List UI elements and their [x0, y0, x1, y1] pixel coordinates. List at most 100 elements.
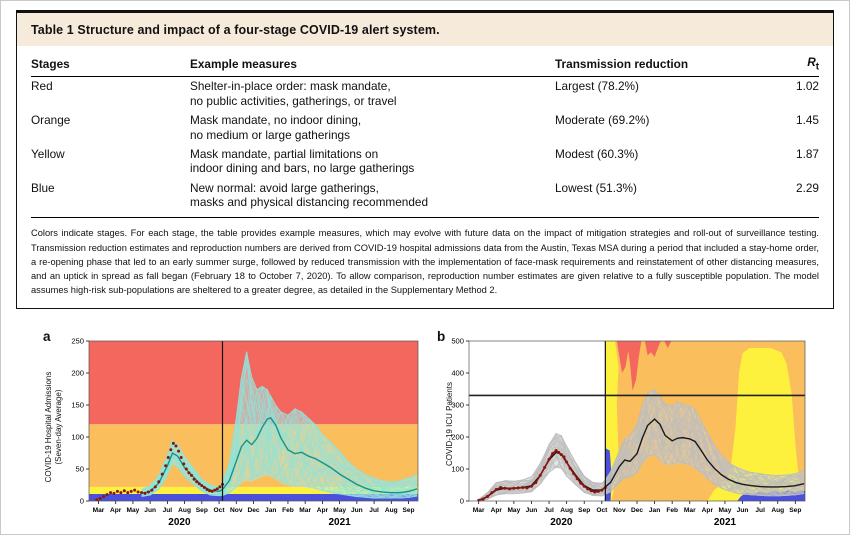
month-tick-label: Jan	[649, 507, 660, 514]
observed-dot	[112, 491, 116, 495]
stage-region-red	[644, 341, 661, 357]
month-tick-label: Sep	[402, 507, 414, 514]
projection-strand	[141, 431, 418, 499]
observed-dot	[582, 484, 586, 488]
month-tick-label: Nov	[230, 507, 243, 514]
observed-dot	[189, 473, 193, 477]
observed-dot	[187, 471, 191, 475]
observed-dot	[568, 466, 572, 470]
month-tick-label: Jun	[351, 507, 363, 514]
table-title-band: Table 1 Structure and impact of a four-s…	[17, 13, 833, 46]
y-tick-label: 300	[451, 401, 464, 410]
col-header-stages: Stages	[31, 55, 190, 78]
observed-dot	[551, 452, 555, 456]
observed-dot	[213, 488, 217, 492]
month-tick-label: Aug	[178, 507, 191, 514]
stage-name-cell: Orange	[31, 113, 71, 128]
measures-cell: Shelter-in-place order: mask mandate, no…	[190, 79, 397, 108]
year-label: 2021	[714, 517, 737, 528]
observed-dot	[177, 449, 181, 453]
observed-dot	[596, 489, 600, 493]
measures-cell: New normal: avoid large gatherings, mask…	[190, 180, 429, 210]
year-label: 2020	[168, 517, 191, 528]
observed-dot	[140, 491, 144, 495]
observed-dot	[485, 495, 489, 499]
month-tick-label: Apr	[702, 507, 714, 514]
month-tick-label: Oct	[214, 507, 226, 514]
observed-dot	[507, 487, 511, 491]
month-tick-label: Apr	[317, 507, 329, 514]
observed-dot	[150, 488, 154, 492]
y-tick-label: 250	[71, 337, 84, 346]
projection-strand	[141, 444, 418, 499]
observed-dot	[215, 487, 219, 491]
observed-dot	[210, 489, 214, 493]
month-tick-label: Aug	[560, 507, 573, 514]
observed-dot	[525, 486, 529, 490]
observed-dot	[129, 489, 133, 493]
stage-region-red	[664, 341, 672, 349]
y-tick-label: 0	[80, 497, 84, 506]
observed-dot	[538, 473, 542, 477]
observed-dot	[575, 477, 579, 481]
observed-dot	[200, 484, 204, 488]
observed-dot	[521, 486, 525, 490]
y-tick-label: 150	[71, 401, 84, 410]
year-label: 2021	[329, 517, 352, 528]
y-tick-label: 500	[451, 337, 464, 346]
month-tick-label: Sep	[196, 507, 208, 514]
observed-dot	[481, 497, 485, 501]
observed-dot	[600, 488, 604, 492]
observed-dot	[164, 464, 168, 468]
col-header-reduction: Transmission reduction	[555, 55, 754, 78]
month-tick-label: Mar	[299, 507, 311, 514]
plot-area	[469, 341, 805, 501]
projection-strand	[478, 415, 805, 501]
rt-cell: 1.02	[796, 79, 819, 94]
month-tick-label: Aug	[385, 507, 398, 514]
observed-dot	[534, 480, 538, 484]
projection-strand	[141, 393, 418, 497]
y-tick-label: 200	[451, 433, 464, 442]
month-tick-label: Feb	[282, 507, 294, 514]
observed-dot	[146, 490, 150, 494]
observed-dot	[179, 455, 183, 459]
stage-rows: Red Shelter-in-place order: mask mandate,…	[31, 77, 819, 218]
rt-cell: 1.87	[796, 146, 819, 161]
observed-dot	[554, 448, 558, 452]
observed-dot	[184, 467, 188, 471]
observed-dot	[143, 491, 147, 495]
observed-dot	[105, 493, 109, 497]
observed-dot	[169, 448, 173, 452]
year-label: 2020	[550, 517, 573, 528]
observed-dot	[529, 484, 533, 488]
month-tick-label: May	[507, 507, 520, 514]
observed-dot	[160, 472, 164, 476]
observed-dot	[102, 495, 106, 499]
observed-dot	[174, 444, 178, 448]
projection-strand	[478, 434, 805, 501]
observed-dot	[157, 480, 161, 484]
y-tick-label: 100	[71, 433, 84, 442]
observed-dot	[547, 457, 551, 461]
month-tick-label: Sep	[578, 507, 590, 514]
icu-patients-chart: 0 100 200 300 400 500 Mar Apr May Jun Jul Aug Sep Oct…	[451, 337, 806, 528]
month-tick-label: May	[333, 507, 346, 514]
table-1-box: Table 1 Structure and impact of a four-s…	[16, 10, 834, 310]
col-header-rt: Rt	[754, 55, 819, 78]
stage-name-cell: Yellow	[31, 146, 65, 161]
stage-row: Orange Mask mandate, no indoor dining, no…	[31, 111, 819, 145]
observed-dot	[589, 489, 593, 493]
hospital-admissions-chart: 0 50 100 150 200 250 Mar Apr May Jun Jul Aug Sep Oct N…	[71, 337, 419, 528]
month-tick-label: Jun	[737, 507, 749, 514]
month-tick-label: Dec	[247, 507, 259, 514]
reduction-cell: Moderate (69.2%)	[555, 113, 650, 128]
observed-dot	[516, 486, 520, 490]
observed-dot	[494, 487, 498, 491]
observed-dot	[499, 486, 503, 490]
panel-b-label: b	[437, 329, 446, 344]
observed-dot	[195, 480, 199, 484]
projection-strand	[478, 435, 805, 501]
reduction-cell: Lowest (51.3%)	[555, 180, 637, 195]
